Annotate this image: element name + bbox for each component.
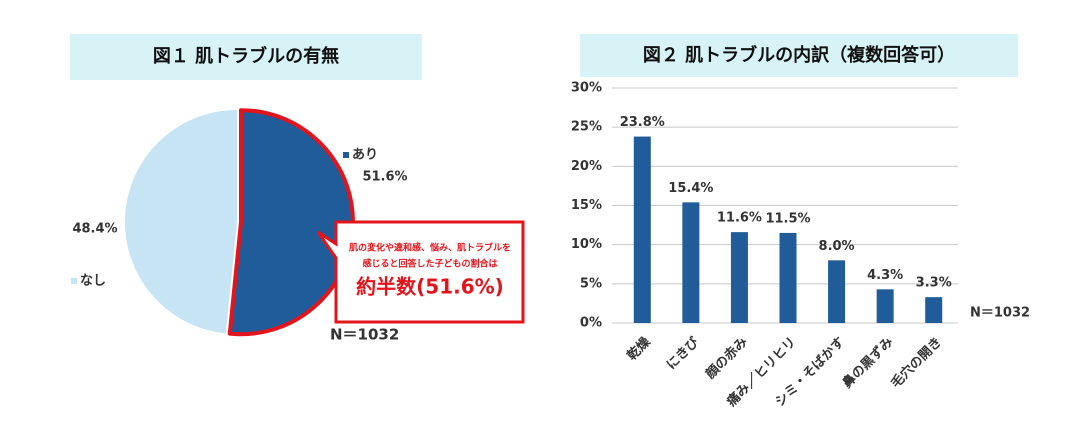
bar — [682, 202, 700, 323]
x-tick-label: 乾燥 — [624, 333, 654, 363]
bar — [633, 136, 651, 323]
value-label: 11.5% — [765, 211, 810, 226]
bar-chart: 0% 5% 10% 15% 20% 25% 30% 23.8% 乾燥 15.4% にきび 11.6% 顔… — [571, 81, 958, 410]
y-tick-label: 15% — [571, 198, 602, 213]
y-tick-label: 25% — [571, 120, 602, 135]
value-label: 4.3% — [867, 268, 903, 283]
y-tick-label: 20% — [571, 159, 602, 174]
y-tick-label: 5% — [580, 276, 602, 291]
value-label: 48.4% — [72, 222, 117, 237]
sample-size: N＝1032 — [970, 306, 1030, 321]
chart-title: 図１ 肌トラブルの有無 — [153, 45, 339, 67]
y-tick-label: 0% — [580, 316, 602, 331]
x-tick-label: にきび — [664, 334, 703, 373]
x-tick-label: 顔の赤み — [702, 334, 751, 383]
pie-slice — [125, 110, 237, 334]
x-tick-label: 毛穴の開き — [888, 334, 945, 391]
callout-headline: 約半数(51.6%) — [356, 275, 504, 299]
value-label: 8.0% — [819, 239, 855, 254]
value-label: 51.6% — [362, 170, 407, 185]
callout-text: 肌の変化や違和感、悩み、肌トラブルを — [348, 242, 511, 254]
y-tick-label: 10% — [571, 237, 602, 252]
bar — [779, 232, 797, 323]
value-label: 23.8% — [620, 115, 665, 130]
x-tick-label: 鼻の黒ずみ — [839, 334, 896, 391]
legend-swatch — [343, 152, 349, 158]
callout-text: 感じると回答した子どもの割合は — [362, 258, 497, 270]
value-label: 15.4% — [668, 181, 713, 196]
title-box — [70, 34, 422, 80]
bar — [876, 289, 894, 323]
legend-label: あり — [352, 148, 378, 163]
y-tick-label: 30% — [571, 81, 602, 96]
legend-label: なし — [80, 274, 106, 289]
title-box — [580, 34, 1018, 77]
bar — [828, 260, 846, 323]
chart-title: 図２ 肌トラブルの内訳（複数回答可） — [643, 44, 955, 66]
legend-swatch — [71, 278, 77, 284]
value-label: 11.6% — [717, 211, 762, 226]
value-label: 3.3% — [916, 276, 952, 291]
bar — [925, 297, 943, 323]
bar — [730, 232, 748, 323]
callout-box — [316, 220, 525, 324]
sample-size: N＝1032 — [330, 326, 399, 344]
pie-chart: あり 51.6% なし 48.4% — [71, 108, 408, 337]
